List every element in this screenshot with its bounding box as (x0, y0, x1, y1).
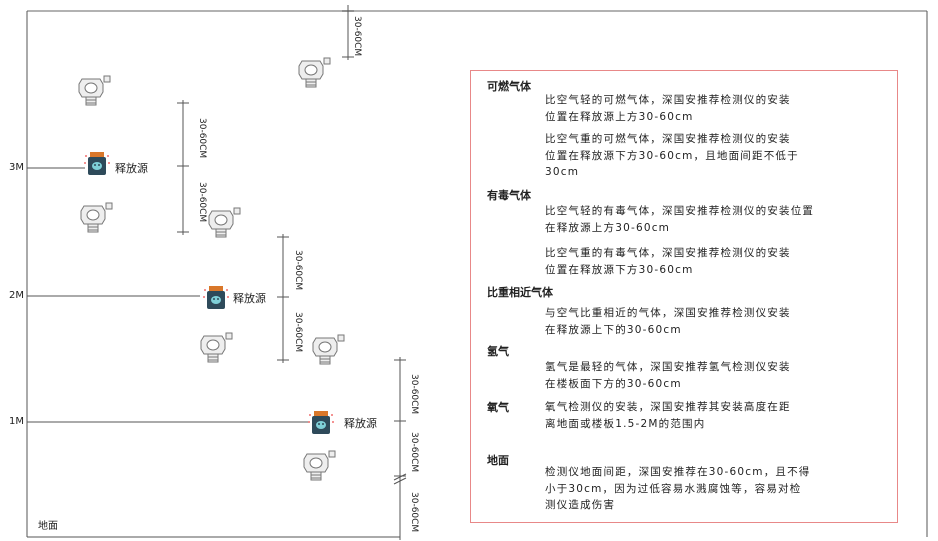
note-paragraph: 检测仪地面间距，深国安推荐在30-60cm，且不得 小于30cm，因为过低容易水溅… (545, 464, 811, 514)
note-paragraph: 与空气比重相近的气体，深国安推荐检测仪安装 在释放源上下的30-60cm (545, 305, 791, 338)
release-source-icon (84, 152, 110, 176)
ground-label: 地面 (38, 521, 58, 532)
dimension-label: 30-60CM (409, 432, 419, 473)
dimension-label: 30-60CM (197, 182, 207, 223)
note-line: 小于30cm，因为过低容易水溅腐蚀等，容易对检 (545, 482, 802, 495)
note-line: 氧气检测仪的安装，深国安推荐其安装高度在距 (545, 401, 791, 413)
note-paragraph: 比空气重的可燃气体，深国安推荐检测仪的安装 位置在释放源下方30-60cm，且地面… (545, 131, 799, 181)
note-line: 比空气重的可燃气体，深国安推荐检测仪的安装 (545, 133, 791, 145)
release-source-icon (203, 286, 229, 310)
note-line: 在楼板面下方的30-60cm (545, 377, 682, 390)
note-line: 30cm (545, 166, 580, 178)
note-paragraph: 氧气检测仪的安装，深国安推荐其安装高度在距 离地面或楼板1.5-2M的范围内 (545, 399, 791, 432)
note-line: 在释放源上方30-60cm (545, 221, 671, 234)
level-3m: 3M (9, 162, 24, 173)
note-line: 比空气轻的可燃气体，深国安推荐检测仪的安装 (545, 94, 791, 106)
gas-detector-icon (200, 330, 234, 364)
note-line: 位置在释放源上方30-60cm (545, 110, 694, 123)
gas-detector-icon (208, 205, 242, 239)
note-title: 有毒气体 (487, 189, 531, 202)
note-paragraph: 比空气轻的可燃气体，深国安推荐检测仪的安装 位置在释放源上方30-60cm (545, 92, 791, 125)
level-2m: 2M (9, 290, 24, 301)
dimension-label: 30-60CM (409, 492, 419, 533)
dimension-label: 30-60CM (293, 250, 303, 291)
gas-detector-icon (80, 200, 114, 234)
source-label: 释放源 (115, 162, 148, 175)
notes-box (470, 70, 898, 523)
release-source-icon (308, 411, 334, 435)
note-title: 氧气 (487, 401, 509, 414)
dimension-label: 30-60CM (197, 118, 207, 159)
gas-detector-icon (312, 332, 346, 366)
note-line: 位置在释放源下方30-60cm (545, 263, 694, 276)
dimension-label: 30-60CM (293, 312, 303, 353)
note-paragraph: 比空气轻的有毒气体，深国安推荐检测仪的安装位置 在释放源上方30-60cm (545, 203, 814, 236)
note-paragraph: 比空气重的有毒气体，深国安推荐检测仪的安装 位置在释放源下方30-60cm (545, 245, 791, 278)
dimension-label: 30-60CM (352, 16, 362, 57)
source-label: 释放源 (233, 292, 266, 305)
note-line: 位置在释放源下方30-60cm，且地面间距不低于 (545, 149, 799, 162)
note-line: 比空气重的有毒气体，深国安推荐检测仪的安装 (545, 247, 791, 259)
level-1m: 1M (9, 416, 24, 427)
note-title: 比重相近气体 (487, 286, 553, 299)
gas-detector-icon (303, 448, 337, 482)
note-line: 氢气是最轻的气体，深国安推荐氢气检测仪安装 (545, 361, 791, 373)
note-line: 在释放源上下的30-60cm (545, 323, 682, 336)
note-line: 与空气比重相近的气体，深国安推荐检测仪安装 (545, 307, 791, 319)
note-line: 离地面或楼板1.5-2M的范围内 (545, 417, 706, 430)
note-title: 氢气 (487, 345, 509, 358)
note-line: 检测仪地面间距，深国安推荐在30-60cm，且不得 (545, 466, 811, 478)
dimension-label: 30-60CM (409, 374, 419, 415)
note-paragraph: 氢气是最轻的气体，深国安推荐氢气检测仪安装 在楼板面下方的30-60cm (545, 359, 791, 392)
note-title: 地面 (487, 454, 509, 467)
note-title: 可燃气体 (487, 80, 531, 93)
source-label: 释放源 (344, 417, 377, 430)
gas-detector-icon (298, 55, 332, 89)
note-line: 比空气轻的有毒气体，深国安推荐检测仪的安装位置 (545, 205, 815, 217)
note-line: 测仪造成伤害 (545, 499, 616, 511)
gas-detector-icon (78, 73, 112, 107)
